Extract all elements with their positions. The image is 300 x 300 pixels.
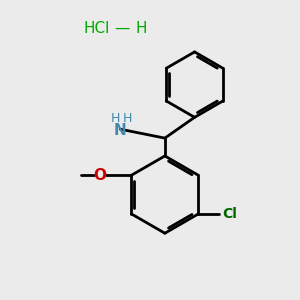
Text: H: H <box>123 112 132 125</box>
Text: H: H <box>135 21 147 36</box>
Text: O: O <box>93 168 106 183</box>
Text: —: — <box>114 21 129 36</box>
Text: H: H <box>111 112 121 125</box>
Text: Cl: Cl <box>222 207 237 221</box>
Text: N: N <box>114 123 127 138</box>
Text: HCl: HCl <box>83 21 110 36</box>
Text: methoxy: methoxy <box>84 168 90 169</box>
